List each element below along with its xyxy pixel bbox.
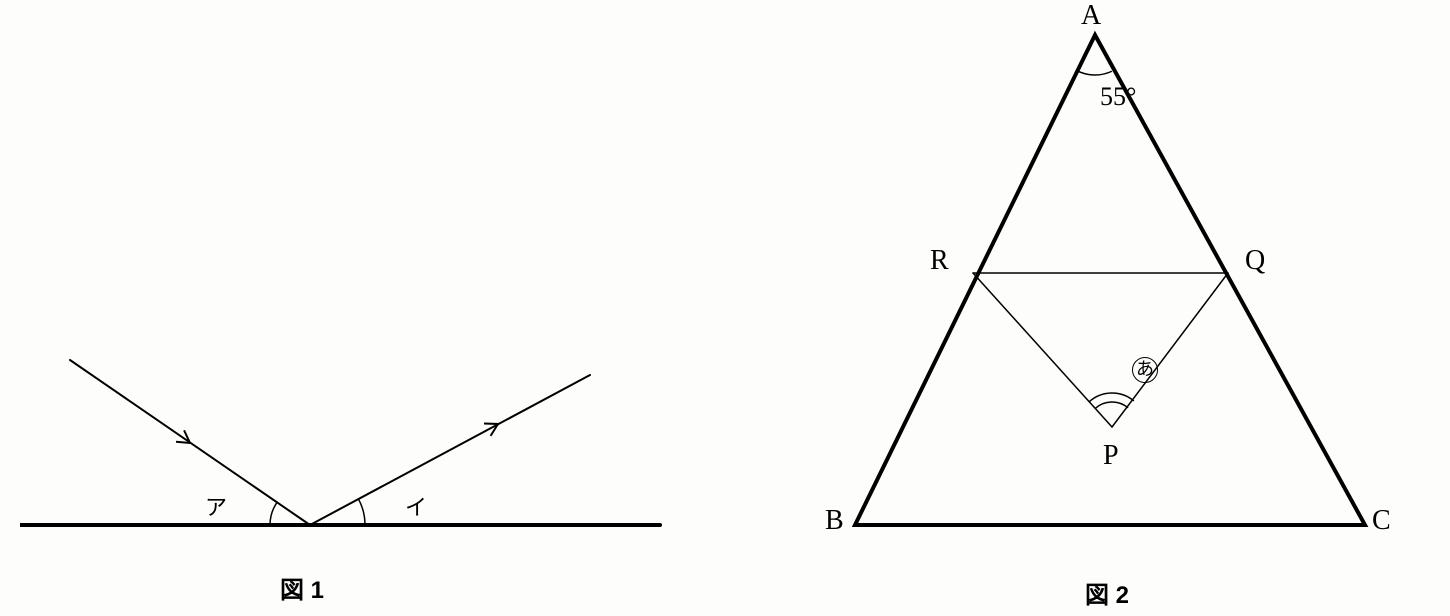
text: イ <box>405 495 427 520</box>
angle-label-55: 55° <box>1100 82 1136 112</box>
text: Q <box>1245 245 1265 276</box>
figure1-label-a: ア <box>205 490 227 522</box>
text: ア <box>205 495 227 520</box>
vertex-label-B: B <box>825 505 844 537</box>
text: C <box>1372 505 1391 536</box>
text: B <box>825 505 844 536</box>
figure1-label-i: イ <box>405 490 427 522</box>
text: 55° <box>1100 82 1136 111</box>
text: R <box>930 245 949 276</box>
vertex-label-A: A <box>1081 0 1101 32</box>
circled-a-icon: あ <box>1132 357 1158 383</box>
vertex-label-Q: Q <box>1245 245 1265 277</box>
text: P <box>1103 440 1119 471</box>
text: 図 2 <box>1085 582 1129 609</box>
vertex-label-P: P <box>1103 440 1119 472</box>
text: 図 1 <box>280 577 324 604</box>
figure-1-caption: 図 1 <box>280 570 324 605</box>
vertex-label-C: C <box>1372 505 1391 537</box>
text: A <box>1081 0 1101 31</box>
figure-1-svg <box>20 300 670 560</box>
figure-2-caption: 図 2 <box>1085 575 1129 610</box>
vertex-label-R: R <box>930 245 949 277</box>
angle-label-a-circled: あ <box>1132 352 1158 383</box>
